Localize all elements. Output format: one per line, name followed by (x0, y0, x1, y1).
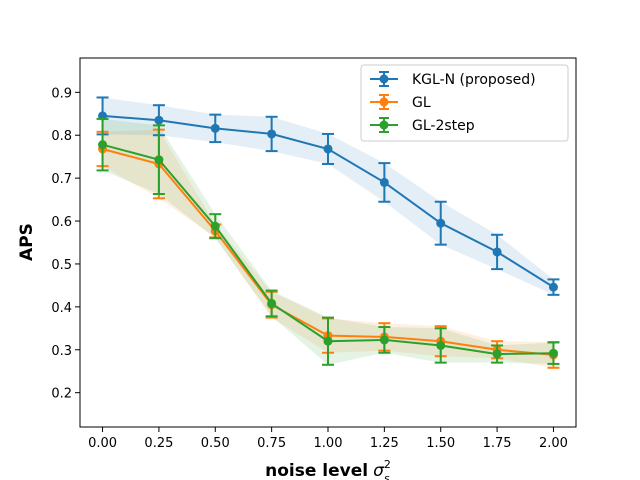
legend-entry-0: KGL-N (proposed) (370, 71, 536, 88)
x-axis-label-subscript: s (384, 472, 390, 480)
x-axis-label-superscript: 2 (384, 458, 391, 471)
legend: KGL-N (proposed) GL GL-2step (360, 64, 569, 142)
legend-label: GL-2step (412, 118, 475, 134)
legend-swatch-marker (379, 120, 389, 130)
y-axis-ticks: 0.2 0.3 0.4 0.5 0.6 0.7 0.8 0.9 (51, 86, 80, 402)
legend-entry-2: GL-2step (370, 117, 475, 134)
x-tick-label: 1.75 (483, 436, 512, 451)
x-tick-label: 0.25 (144, 436, 173, 451)
y-axis-label: APS (17, 223, 37, 261)
data-point (436, 340, 446, 350)
data-point (210, 221, 220, 231)
data-point (323, 144, 333, 154)
x-tick-label: 1.25 (370, 436, 399, 451)
y-tick-label: 0.9 (51, 86, 72, 101)
data-point (267, 298, 277, 308)
data-point (267, 129, 277, 139)
data-point (436, 218, 446, 228)
data-point (154, 155, 164, 165)
x-tick-label: 0.50 (201, 436, 230, 451)
data-point (548, 282, 558, 292)
x-tick-label: 1.50 (426, 436, 455, 451)
data-point (379, 335, 389, 345)
series-2 (96, 117, 560, 366)
legend-swatch-marker (379, 97, 389, 107)
y-tick-label: 0.8 (51, 129, 72, 144)
data-point (492, 247, 502, 257)
legend-label: KGL-N (proposed) (412, 72, 536, 88)
y-tick-label: 0.3 (51, 344, 72, 359)
x-axis-label-symbol: σ (373, 461, 385, 480)
x-tick-label: 2.00 (539, 436, 568, 451)
y-tick-label: 0.6 (51, 215, 72, 230)
legend-box (360, 64, 569, 142)
y-tick-label: 0.4 (51, 301, 72, 316)
x-axis-label-text: noise level (265, 461, 368, 480)
x-axis-label: noise level σ2 s (265, 458, 391, 480)
legend-swatch-marker (379, 74, 389, 84)
data-point (154, 115, 164, 125)
x-axis-ticks: 0.00 0.25 0.50 0.75 1.00 1.25 1.50 1.75 2.00 (88, 427, 568, 451)
data-point (379, 177, 389, 187)
data-point (492, 349, 502, 359)
data-point (323, 336, 333, 346)
legend-label: GL (412, 95, 431, 111)
x-tick-label: 0.00 (88, 436, 117, 451)
y-tick-label: 0.5 (51, 258, 72, 273)
data-point (98, 140, 108, 150)
legend-entry-1: GL (370, 94, 431, 111)
x-tick-label: 0.75 (257, 436, 286, 451)
series-0 (96, 96, 560, 296)
series-group (96, 96, 560, 369)
data-point (548, 348, 558, 358)
y-tick-label: 0.2 (51, 387, 72, 402)
data-point (210, 123, 220, 133)
error-band-2 (102, 118, 554, 365)
x-tick-label: 1.00 (314, 436, 343, 451)
y-tick-label: 0.7 (51, 172, 72, 187)
